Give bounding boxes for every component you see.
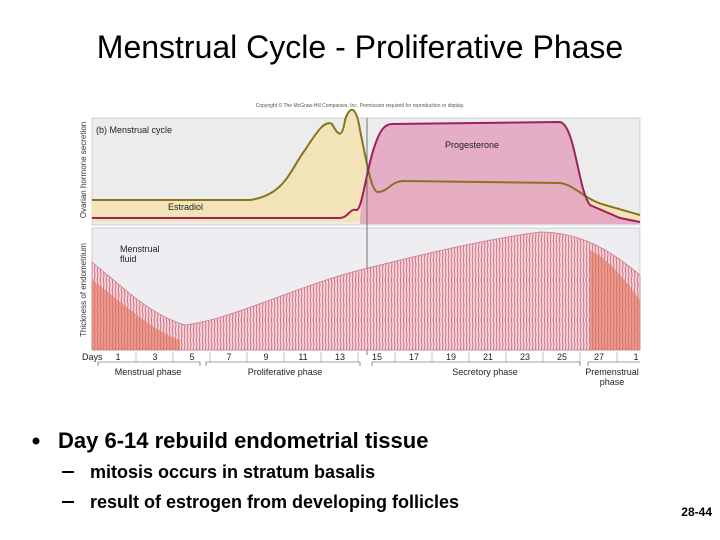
slide-title: Menstrual Cycle - Proliferative Phase [97,29,623,65]
days-label: Days [82,352,103,362]
slide-number: 28-44 [681,505,712,519]
day-label: 5 [189,352,194,362]
progesterone-area [360,122,640,224]
phase-label: Proliferative phase [248,367,323,377]
day-label: 1 [115,352,120,362]
bullet-marker [32,437,40,445]
phase-label: Premenstrual [585,367,639,377]
day-label: 3 [152,352,157,362]
day-row: 1 3 5 7 9 11 13 15 17 19 21 23 25 27 1 [115,352,639,362]
day-label: 19 [446,352,456,362]
bullet: Day 6-14 rebuild endometrial tissue [58,428,428,453]
day-label: 21 [483,352,493,362]
figure: Copyright © The McGraw-Hill Companies, I… [79,102,641,387]
sub-bullet: result of estrogen from developing folli… [90,492,459,512]
endometrium [91,231,641,351]
menstrual-fluid-label: Menstrual [120,244,160,254]
day-label: 9 [263,352,268,362]
day-label: 25 [557,352,567,362]
day-label: 15 [372,352,382,362]
panel-label: (b) Menstrual cycle [96,125,172,135]
copyright: Copyright © The McGraw-Hill Companies, I… [256,102,465,109]
day-label: 7 [226,352,231,362]
progesterone-line [92,120,641,223]
estradiol-label: Estradiol [168,202,203,212]
day-label: 13 [335,352,345,362]
lower-axis-label: Thickness of endometrium [79,243,88,337]
phase-label: Secretory phase [452,367,518,377]
day-label: 17 [409,352,419,362]
phase-label: phase [600,377,625,387]
sub-bullet: mitosis occurs in stratum basalis [90,462,375,482]
upper-axis-label: Ovarian hormone secretion [79,122,88,219]
day-label: 11 [298,352,307,362]
day-label: 27 [594,352,604,362]
menstrual-fluid-area [92,250,640,350]
estradiol-line [92,108,641,216]
menstrual-fluid-label: fluid [120,254,137,264]
phase-brackets [97,361,640,366]
day-label: 1 [633,352,638,362]
progesterone-label: Progesterone [445,140,499,150]
phase-label: Menstrual phase [115,367,182,377]
day-label: 23 [520,352,530,362]
